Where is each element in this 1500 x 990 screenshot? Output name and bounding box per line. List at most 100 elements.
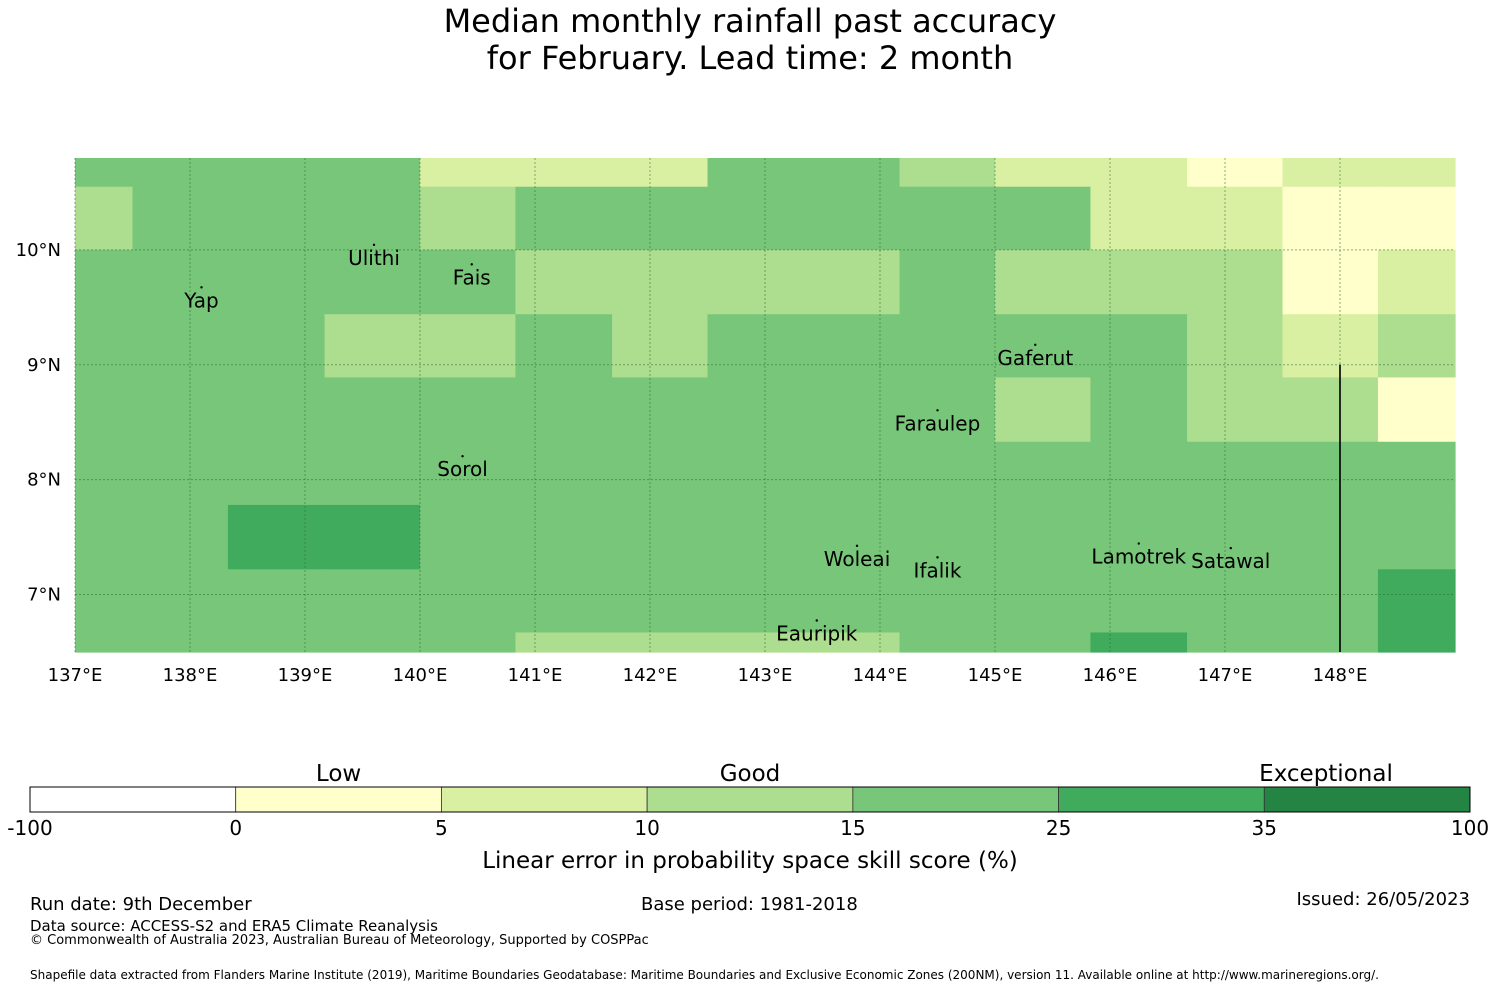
data-source: Data source: ACCESS-S2 and ERA5 Climate …	[30, 917, 438, 935]
grid-cell	[324, 632, 421, 653]
grid-cell	[420, 632, 517, 653]
grid-cell	[802, 504, 901, 570]
colorbar-segment	[1263, 786, 1471, 813]
grid-cell	[995, 186, 1092, 251]
latitude-tick-label: 10°N	[16, 240, 61, 261]
grid-cell	[132, 569, 229, 634]
grid-cell	[1187, 504, 1284, 570]
grid-cell	[995, 377, 1092, 443]
grid-cell	[75, 314, 134, 379]
grid-cell	[227, 377, 326, 443]
grid-cell	[612, 249, 709, 315]
grid-cell	[1282, 186, 1379, 251]
grid-cell	[1377, 158, 1456, 188]
grid-cell	[707, 377, 804, 443]
grid-cell	[1282, 314, 1379, 379]
grid-cell	[75, 504, 134, 570]
grid-cell	[1282, 249, 1379, 315]
grid-cell	[515, 314, 613, 379]
grid-cell	[1090, 249, 1188, 315]
grid-cell	[420, 441, 517, 506]
grid-cell	[1090, 314, 1188, 379]
island-marker	[372, 243, 376, 247]
latitude-tick-label: 8°N	[27, 470, 61, 491]
grid-cell	[802, 569, 901, 634]
grid-cell	[802, 632, 901, 653]
island-marker	[1034, 343, 1037, 346]
island-marker	[200, 286, 203, 289]
grid-cell	[1377, 569, 1456, 634]
island-marker	[936, 409, 939, 412]
grid-cell	[132, 158, 229, 188]
longitude-tick-label: 143°E	[738, 665, 793, 686]
island-marker	[936, 556, 939, 559]
colorbar-category-label: Exceptional	[1259, 761, 1393, 787]
grid-cell	[1282, 441, 1379, 506]
longitude-tick-label: 137°E	[48, 665, 103, 686]
grid-cell	[612, 186, 709, 251]
grid-cell	[1377, 249, 1456, 315]
grid-cell	[227, 158, 326, 188]
grid-cell	[420, 504, 517, 570]
island-marker	[1137, 542, 1140, 545]
grid-cell	[132, 441, 229, 506]
grid-cell	[1377, 314, 1456, 379]
colorbar-tick-label: 15	[840, 816, 865, 840]
colorbar-tick-label: 35	[1252, 816, 1277, 840]
grid-cell	[75, 377, 134, 443]
latitude-tick-label: 9°N	[27, 355, 61, 376]
grid-cell	[899, 186, 996, 251]
grid-cell	[707, 249, 804, 315]
grid-cell	[515, 504, 613, 570]
grid-cell	[1187, 569, 1284, 634]
grid-cell	[1187, 377, 1284, 443]
grid-cell	[1282, 158, 1379, 188]
grid-cell	[612, 504, 709, 570]
longitude-axis: 137°E 138°E 139°E 140°E 141°E 142°E 143°E 144°E…	[48, 665, 1368, 686]
grid-cell	[1377, 377, 1456, 443]
grid-cell	[132, 632, 229, 653]
grid-cell	[995, 441, 1092, 506]
colorbar-segment	[646, 786, 854, 813]
colorbar-segment	[852, 786, 1059, 813]
grid-cell	[899, 632, 996, 653]
grid-cell	[1187, 632, 1284, 653]
grid-cell	[1377, 186, 1456, 251]
place-label: Lamotrek	[1091, 545, 1186, 569]
longitude-tick-label: 140°E	[393, 665, 448, 686]
grid-cell	[707, 504, 804, 570]
place-label: Ulithi	[348, 246, 400, 270]
grid-cell	[802, 314, 901, 379]
grid-cell	[227, 441, 326, 506]
grid-cell	[995, 158, 1092, 188]
place-label: Sorol	[437, 457, 488, 481]
grid-cell	[420, 249, 517, 315]
grid-cell	[612, 632, 709, 653]
grid-cell	[75, 249, 134, 315]
longitude-tick-label: 145°E	[968, 665, 1023, 686]
grid-cell	[802, 249, 901, 315]
grid-cell	[75, 632, 134, 653]
grid-cell	[75, 158, 134, 188]
island-marker	[815, 619, 818, 622]
grid-cell	[324, 249, 421, 315]
place-label: Ifalik	[914, 558, 962, 582]
grid-cell	[995, 632, 1092, 653]
grid-cell	[515, 377, 613, 443]
grid-cell	[1090, 158, 1188, 188]
grid-cell	[1282, 569, 1379, 634]
colorbar-frame	[29, 786, 1471, 813]
grid-cell	[899, 569, 996, 634]
island-marker	[1229, 546, 1232, 550]
grid-cell	[227, 632, 326, 653]
grid-cell	[707, 441, 804, 506]
grid-cell	[707, 632, 804, 653]
shapefile-credit: Shapefile data extracted from Flanders M…	[30, 968, 1379, 982]
grid-cell	[802, 377, 901, 443]
grid-cell	[515, 158, 613, 188]
place-label: Satawal	[1191, 549, 1270, 573]
place-label: Fais	[453, 265, 491, 289]
grid-cell	[324, 504, 421, 570]
colorbar-segment	[441, 786, 648, 813]
grid-cell	[612, 569, 709, 634]
